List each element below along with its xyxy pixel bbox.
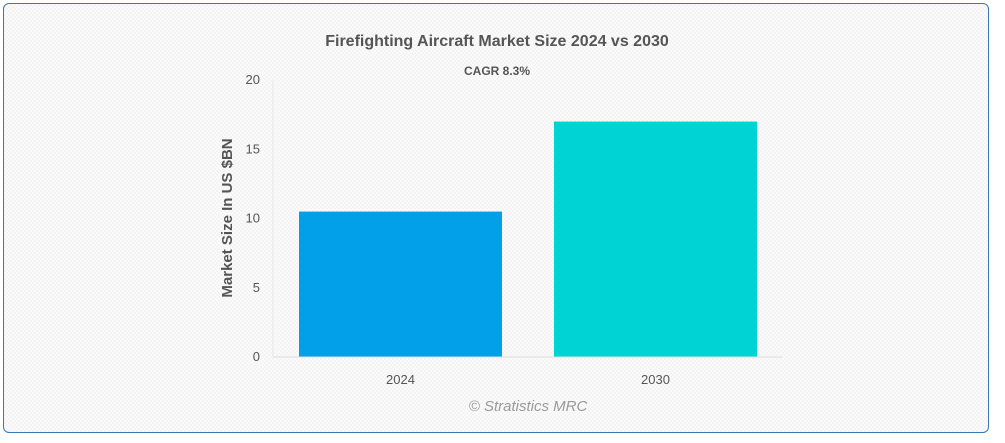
bars [299,121,757,357]
y-tick-label: 5 [253,280,260,295]
bar-2030[interactable] [554,121,757,357]
y-tick-label: 0 [253,349,260,364]
credit-text: © Stratistics MRC [469,398,588,415]
y-axis-label: Market Size In US $BN [219,138,236,297]
chart-subtitle: CAGR 8.3% [464,64,530,78]
y-axis-ticks: 0 5 10 15 20 [246,72,260,364]
x-tick-label: 2030 [641,372,670,387]
y-tick-label: 20 [246,72,260,87]
y-tick-label: 15 [246,141,260,156]
x-tick-label: 2024 [386,372,415,387]
y-tick-label: 10 [246,211,260,226]
chart-title: Firefighting Aircraft Market Size 2024 v… [325,33,669,50]
x-axis-ticks: 2024 2030 [386,372,670,387]
bar-2024[interactable] [299,211,502,357]
